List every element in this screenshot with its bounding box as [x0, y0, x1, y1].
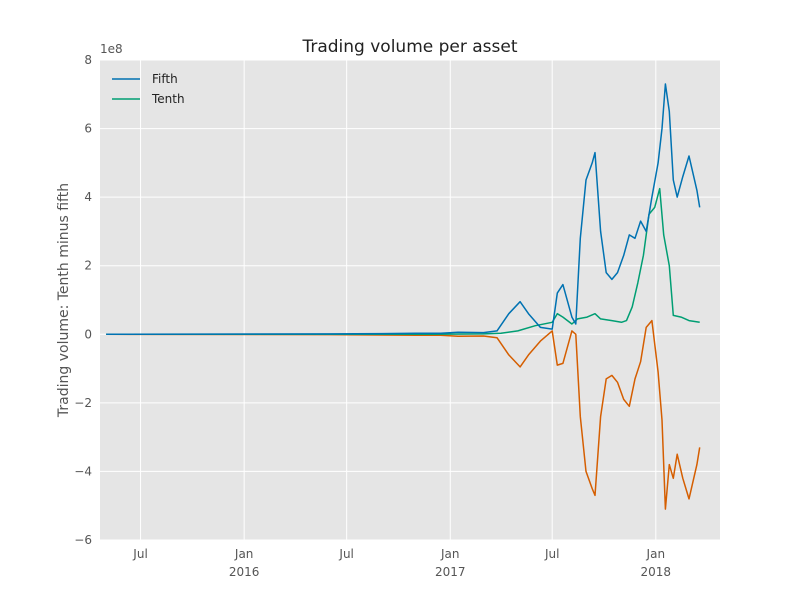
legend: Fifth Tenth [112, 72, 185, 106]
y-axis-label: Trading volume: Tenth minus fifth [56, 183, 72, 418]
plot-background [100, 60, 720, 540]
chart-title: Trading volume per asset [301, 37, 517, 57]
y-tick-label: 4 [84, 190, 92, 204]
grid [100, 59, 720, 541]
x-tick-label: Jul [132, 547, 147, 561]
legend-label-fifth: Fifth [152, 72, 178, 86]
x-tick-label: Jan [440, 547, 460, 561]
x-tick-label: Jul [338, 547, 353, 561]
series-line-difference [106, 319, 701, 510]
y-tick-label: 8 [84, 53, 92, 67]
x-tick-label: Jul [544, 547, 559, 561]
x-tick-year-label: 2018 [641, 565, 672, 579]
y-tick-label: −4 [74, 464, 92, 478]
y-axis: −6 −4 −2 0 2 4 6 8 [74, 53, 92, 547]
x-tick-year-label: 2016 [229, 565, 260, 579]
y-axis-offset: 1e8 [100, 42, 123, 56]
y-tick-label: 6 [84, 122, 92, 136]
x-tick-label: Jan [646, 547, 666, 561]
x-tick-year-label: 2017 [435, 565, 466, 579]
y-tick-label: −2 [74, 396, 92, 410]
y-tick-label: 2 [84, 259, 92, 273]
x-tick-label: Jan [234, 547, 254, 561]
legend-label-tenth: Tenth [151, 92, 185, 106]
series-lines [106, 83, 701, 510]
series-line-fifth [106, 83, 701, 336]
x-axis: Jul Jan 2016 Jul Jan 2017 Jul Jan 2018 [132, 547, 671, 579]
y-tick-label: −6 [74, 533, 92, 547]
series-line-tenth [106, 187, 700, 336]
y-tick-label: 0 [84, 327, 92, 341]
